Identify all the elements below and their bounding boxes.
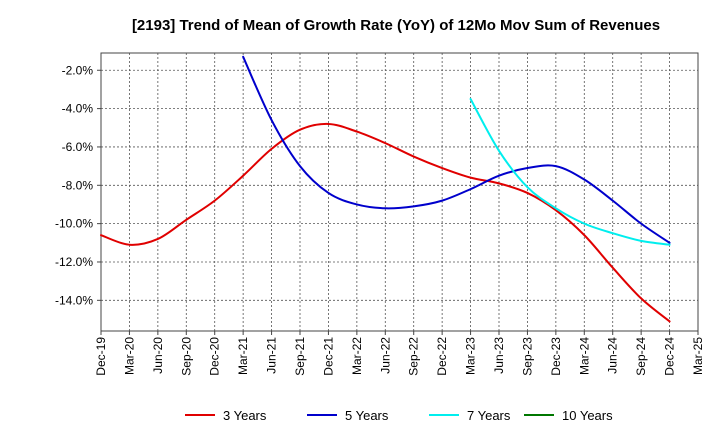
legend-label-7-years: 7 Years [467,408,511,423]
x-tick-label: Sep-20 [179,337,193,376]
x-axis-ticks: Dec-19 Mar-20 Jun-20 Sep-20 Dec-20 Mar-21 Jun-… [94,331,705,376]
legend-label-5-years: 5 Years [345,408,389,423]
x-tick-label: Mar-25 [691,337,705,375]
series-layer [100,55,671,323]
y-tick-label: -4.0% [62,102,94,116]
chart-title: [2193] Trend of Mean of Growth Rate (YoY… [132,17,660,34]
y-axis-ticks: -2.0% -4.0% -6.0% -8.0% -10.0% -12.0% -14.0% [55,63,101,307]
x-tick-label: Mar-20 [122,337,136,375]
y-tick-label: -6.0% [62,140,94,154]
x-tick-label: Sep-21 [293,337,307,376]
x-tick-label: Mar-21 [236,337,250,375]
x-tick-label: Dec-23 [549,337,563,376]
plot-frame [100,52,699,332]
y-tick-label: -8.0% [62,178,94,192]
legend: 3 Years 5 Years 7 Years 10 Years [185,408,613,423]
x-tick-label: Sep-22 [407,337,421,376]
y-tick-label: -14.0% [55,293,93,307]
x-tick-label: Jun-23 [492,337,506,374]
x-tick-label: Jun-21 [265,337,279,374]
x-tick-label: Jun-24 [606,337,620,374]
x-tick-label: Dec-22 [435,337,449,376]
y-tick-label: -2.0% [62,63,94,77]
x-tick-label: Jun-20 [151,337,165,374]
x-tick-label: Dec-19 [94,337,108,376]
series-line-7-years [469,98,671,246]
legend-label-3-years: 3 Years [223,408,267,423]
series-line-3-years [100,122,671,323]
series-line-5-years [242,55,671,244]
x-tick-label: Mar-22 [350,337,364,375]
x-tick-label: Sep-23 [520,337,534,376]
legend-label-10-years: 10 Years [562,408,613,423]
x-tick-label: Dec-20 [208,337,222,376]
x-tick-label: Sep-24 [634,337,648,376]
y-tick-label: -10.0% [55,217,93,231]
grid-layer [101,53,698,331]
y-tick-label: -12.0% [55,255,93,269]
x-tick-label: Jun-22 [378,337,392,374]
x-tick-label: Mar-24 [577,337,591,375]
x-tick-label: Dec-21 [321,337,335,376]
x-tick-label: Dec-24 [663,337,677,376]
x-tick-label: Mar-23 [464,337,478,375]
